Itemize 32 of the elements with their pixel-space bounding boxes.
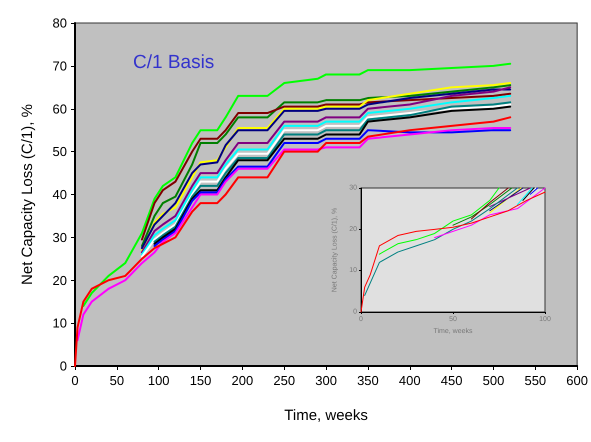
y-tick-label: 50 <box>52 144 67 160</box>
line-series <box>452 188 512 226</box>
line-series <box>74 116 512 367</box>
x-tick-label: 350 <box>357 373 379 388</box>
line-series <box>434 188 546 238</box>
line-series <box>364 188 518 296</box>
x-tick-label: 600 <box>566 373 588 388</box>
x-tick-label: 150 <box>190 373 212 388</box>
x-tick-label: 100 <box>148 373 170 388</box>
x-tick-label: 550 <box>524 373 546 388</box>
x-tick-label: 500 <box>482 373 504 388</box>
y-tick-label: 30 <box>52 230 67 245</box>
y-tick-label: 60 <box>52 101 67 116</box>
y-tick-label: 70 <box>52 58 67 74</box>
x-tick-label: 0 <box>71 373 79 388</box>
line-series <box>378 188 500 255</box>
x-tick-label: 50 <box>110 373 124 388</box>
y-tick-label: 10 <box>52 316 67 331</box>
y-tick-label: 80 <box>52 16 67 30</box>
x-axis-title: Time, weeks <box>284 407 368 424</box>
y-tick-label: 20 <box>52 272 67 288</box>
x-tick-label: 450 <box>440 373 462 388</box>
x-tick-label: 250 <box>273 373 296 388</box>
line-series <box>76 127 512 342</box>
x-tick-label: 300 <box>315 373 337 388</box>
x-tick-label: 400 <box>398 373 421 388</box>
x-tick-label: 200 <box>232 373 254 388</box>
y-tick-label: 0 <box>60 358 67 374</box>
line-series <box>360 192 546 312</box>
y-tick-label: 40 <box>52 187 67 202</box>
annotation: C/1 Basis <box>133 52 214 73</box>
y-axis-title: Net Capacity Loss (C/1), % <box>19 104 36 285</box>
